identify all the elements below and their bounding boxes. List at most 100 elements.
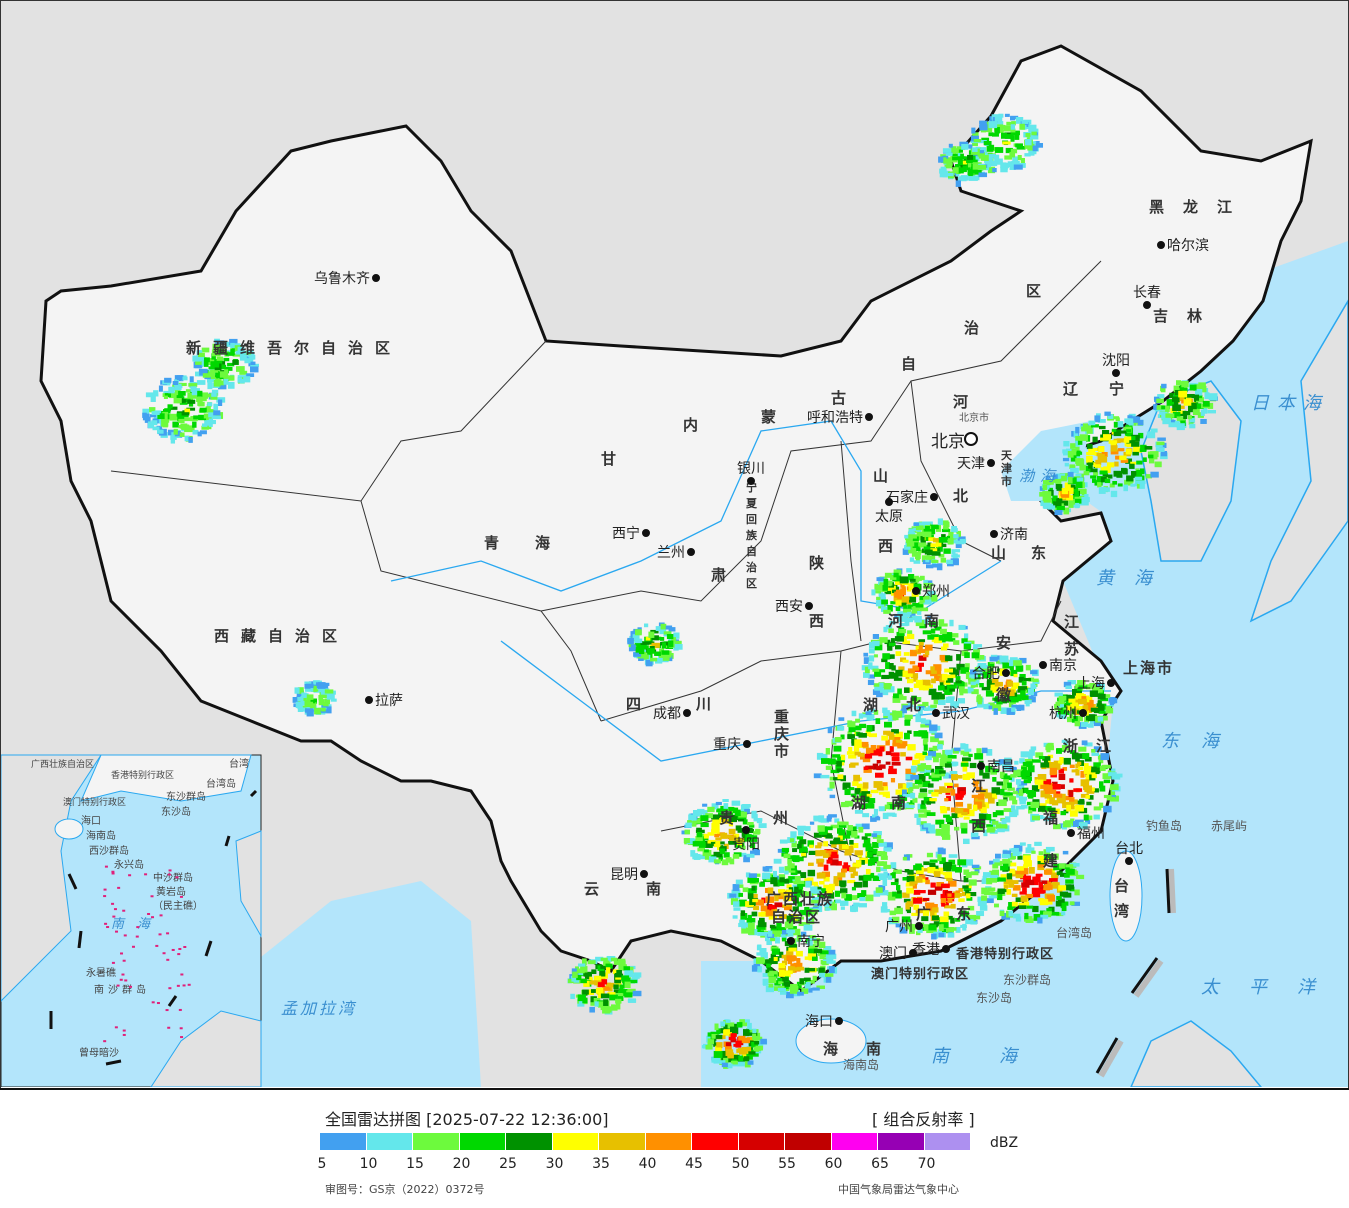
radar-echo-cell <box>1005 816 1011 823</box>
radar-echo-cell <box>756 925 764 933</box>
radar-echo-cell <box>1006 766 1013 772</box>
radar-echo-cell <box>807 869 816 877</box>
radar-echo-cell <box>881 735 888 741</box>
city-nanchang[interactable]: 南昌 <box>977 759 1015 775</box>
radar-echo-cell <box>1004 697 1010 703</box>
radar-echo-cell <box>950 558 959 566</box>
city-hefei[interactable]: 合肥 <box>972 666 1010 682</box>
city-chongqing[interactable]: 重庆 <box>713 737 751 753</box>
city-nanning[interactable]: 南宁 <box>787 933 825 950</box>
radar-echo-cell <box>946 677 954 683</box>
radar-echo-cell <box>865 711 872 716</box>
radar-echo-cell <box>1060 811 1067 816</box>
radar-echo-cell <box>717 845 722 851</box>
radar-echo-cell <box>1075 477 1084 482</box>
radar-echo-cell <box>808 850 817 856</box>
radar-echo-cell <box>881 674 890 680</box>
radar-echo-cell <box>1188 405 1193 413</box>
radar-echo-cell <box>861 836 868 840</box>
radar-echo-cell <box>304 681 312 686</box>
city-xining[interactable]: 西宁 <box>612 525 650 542</box>
radar-echo-cell <box>214 412 224 419</box>
radar-echo-cell <box>909 661 916 665</box>
city-taiyuan[interactable]: 太原 <box>875 498 903 525</box>
radar-echo-cell <box>800 931 807 936</box>
radar-echo-cell <box>655 657 663 664</box>
city-nanjing[interactable]: 南京 <box>1039 658 1077 674</box>
city-urumqi[interactable]: 乌鲁木齐 <box>314 271 380 287</box>
island-reef-mark <box>167 1026 171 1029</box>
city-beijing[interactable]: 北京 <box>931 432 978 452</box>
city-hongkong[interactable]: 香港 <box>912 942 950 958</box>
radar-echo-cell <box>240 354 247 361</box>
radar-echo-cell <box>1063 441 1070 447</box>
city-haikou[interactable]: 海口 <box>805 1014 843 1030</box>
radar-echo-cell <box>946 559 953 565</box>
city-zhengzhou[interactable]: 郑州 <box>912 584 950 600</box>
radar-echo-cell <box>1024 770 1030 777</box>
radar-echo-cell <box>927 634 935 640</box>
radar-echo-cell <box>200 430 207 435</box>
city-hangzhou[interactable]: 杭州 <box>1049 706 1087 722</box>
radar-echo-cell <box>1207 402 1214 409</box>
city-macau[interactable]: 澳门 <box>879 946 917 962</box>
city-shanghai[interactable]: 上海 <box>1077 676 1115 692</box>
radar-echo-cell <box>912 759 920 766</box>
city-shijiazhuang[interactable]: 石家庄 <box>886 489 938 506</box>
radar-echo-cell <box>1062 449 1071 454</box>
city-jinan[interactable]: 济南 <box>990 527 1028 543</box>
scale-tick: 15 <box>406 1156 424 1172</box>
radar-echo-cell <box>1045 794 1051 798</box>
radar-echo-cell <box>872 842 879 848</box>
radar-echo-cell <box>1109 483 1115 488</box>
city-xian[interactable]: 西安 <box>775 599 813 615</box>
radar-echo-cell <box>1202 406 1208 414</box>
city-guangzhou[interactable]: 广州 <box>885 919 923 935</box>
radar-echo-cell <box>884 589 892 595</box>
radar-echo-cell <box>1066 804 1071 812</box>
radar-echo-cell <box>926 852 933 858</box>
radar-echo-cell <box>950 789 956 796</box>
radar-echo-cell <box>930 882 936 888</box>
radar-echo-cell <box>1077 761 1082 766</box>
radar-echo-cell <box>197 431 202 437</box>
city-lhasa[interactable]: 拉萨 <box>365 693 403 709</box>
city-hohhot[interactable]: 呼和浩特 <box>807 410 873 426</box>
city-fuzhou[interactable]: 福州 <box>1067 826 1105 842</box>
radar-echo-cell <box>187 399 196 404</box>
radar-echo-cell <box>1028 677 1035 682</box>
radar-echo-cell <box>759 917 765 924</box>
radar-echo-cell <box>910 800 915 807</box>
radar-echo-cell <box>930 634 939 640</box>
radar-echo-cell <box>861 741 869 748</box>
city-tianjin[interactable]: 天津 <box>957 456 995 472</box>
city-yinchuan[interactable]: 银川 <box>737 461 765 485</box>
radar-echo-cell <box>807 979 815 984</box>
city-shenyang[interactable]: 沈阳 <box>1102 353 1130 377</box>
radar-echo-cell <box>162 411 169 417</box>
city-guiyang[interactable]: 贵阳 <box>732 826 760 853</box>
radar-echo-cell <box>151 420 158 426</box>
radar-map[interactable]: 新疆维吾尔自治区 西藏自治区 青 海 黑 龙 江 吉 林 上海市 北京市 香港特… <box>1 1 1348 1087</box>
city-chengdu[interactable]: 成都 <box>653 706 691 722</box>
radar-echo-cell <box>1010 128 1016 133</box>
radar-echo-cell <box>1058 695 1067 701</box>
radar-echo-cell <box>1144 446 1153 450</box>
radar-echo-cell <box>1103 466 1111 474</box>
radar-echo-cell <box>1066 487 1074 494</box>
radar-echo-cell <box>1003 779 1009 785</box>
city-kunming[interactable]: 昆明 <box>610 867 648 883</box>
city-wuhan[interactable]: 武汉 <box>932 706 970 722</box>
radar-echo-cell <box>956 654 961 661</box>
province-guangxi-2: 自治区 <box>771 908 822 926</box>
city-changchun[interactable]: 长春 <box>1133 285 1161 309</box>
radar-echo-cell <box>925 879 930 885</box>
city-lanzhou[interactable]: 兰州 <box>657 545 695 561</box>
city-taipei[interactable]: 台北 <box>1115 841 1143 865</box>
radar-echo-cell <box>888 642 896 647</box>
radar-echo-cell <box>984 126 991 132</box>
radar-echo-cell <box>687 820 693 825</box>
radar-echo-cell <box>899 629 907 634</box>
city-harbin[interactable]: 哈尔滨 <box>1157 238 1209 254</box>
province-chongqing_shi-char: 市 <box>774 742 791 760</box>
